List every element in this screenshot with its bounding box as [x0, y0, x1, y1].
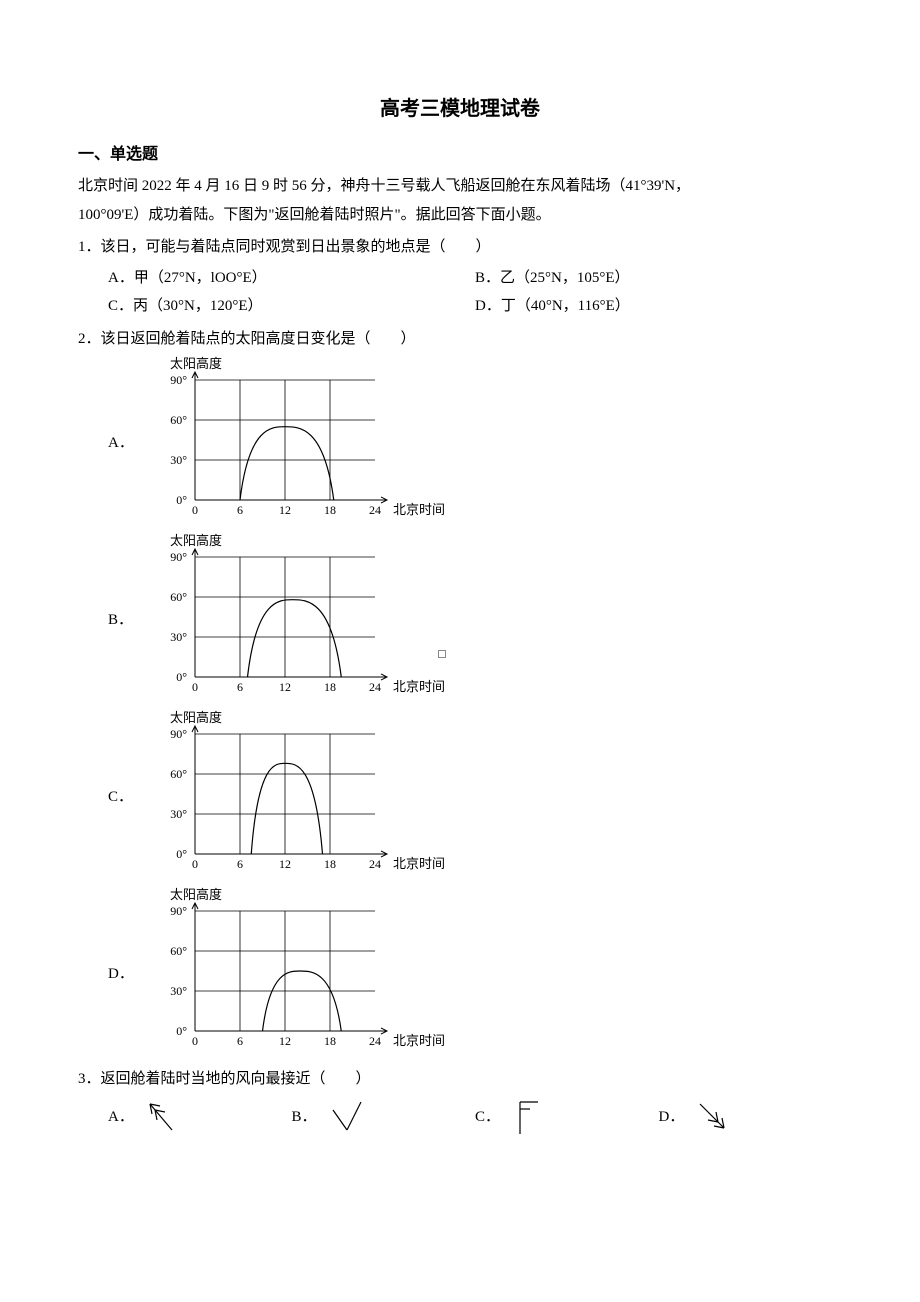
q2-chart-c: 太阳高度 0° 30° 60° 90° 0 6 12 18 24 北京时间 [140, 709, 450, 884]
q3-option-b-label: B． [292, 1103, 317, 1132]
svg-text:太阳高度: 太阳高度 [170, 356, 222, 371]
svg-text:12: 12 [279, 1034, 291, 1048]
svg-text:30°: 30° [170, 630, 187, 644]
q1-option-b: B．乙（25°N，105°E） [475, 264, 842, 293]
svg-text:北京时间: 北京时间 [393, 856, 445, 871]
svg-text:60°: 60° [170, 944, 187, 958]
section-heading: 一、单选题 [78, 140, 842, 170]
svg-text:0: 0 [192, 503, 198, 517]
svg-text:24: 24 [369, 857, 381, 871]
svg-text:12: 12 [279, 857, 291, 871]
svg-text:太阳高度: 太阳高度 [170, 887, 222, 902]
q3-option-d-label: D． [659, 1103, 685, 1132]
svg-text:0: 0 [192, 680, 198, 694]
svg-text:0°: 0° [176, 670, 187, 684]
svg-text:90°: 90° [170, 373, 187, 387]
svg-text:0°: 0° [176, 493, 187, 507]
svg-text:12: 12 [279, 503, 291, 517]
svg-text:18: 18 [324, 857, 336, 871]
svg-text:18: 18 [324, 1034, 336, 1048]
q2-option-d-label: D． [108, 960, 140, 989]
svg-text:24: 24 [369, 1034, 381, 1048]
question-3: 3．返回舱着陆时当地的风向最接近（ ） [78, 1065, 842, 1094]
q2-option-a-label: A． [108, 429, 140, 458]
q3-option-c: C． [475, 1096, 659, 1138]
svg-text:30°: 30° [170, 453, 187, 467]
q2-option-b-label: B． [108, 606, 140, 635]
q2-chart-d: 太阳高度 0° 30° 60° 90° 0 6 12 18 24 北京时间 [140, 886, 450, 1061]
svg-text:6: 6 [237, 857, 243, 871]
svg-text:18: 18 [324, 680, 336, 694]
svg-text:24: 24 [369, 503, 381, 517]
q2-chart-b: 太阳高度 0° 30° 60° 90° 0 6 12 18 24 北京时间 [140, 532, 450, 707]
q2-option-d: D． 太阳高度 0° 30° 60° 90° 0 6 12 18 24 北京时间 [78, 886, 842, 1061]
intro-line-2: 100°09'E）成功着陆。下图为"返回舱着陆时照片"。据此回答下面小题。 [78, 201, 842, 230]
question-1: 1．该日，可能与着陆点同时观赏到日出景象的地点是（ ） [78, 233, 842, 262]
wind-icon-d [692, 1096, 734, 1138]
q3-option-a: A． [108, 1096, 292, 1138]
svg-text:60°: 60° [170, 590, 187, 604]
q3-option-a-label: A． [108, 1103, 134, 1132]
decorative-square [438, 650, 446, 658]
svg-text:北京时间: 北京时间 [393, 679, 445, 694]
q3-option-d: D． [659, 1096, 843, 1138]
q1-options-row-2: C．丙（30°N，120°E） D．丁（40°N，116°E） [78, 292, 842, 321]
svg-text:北京时间: 北京时间 [393, 1033, 445, 1048]
q2-option-b: B． 太阳高度 0° 30° 60° 90° 0 6 12 18 24 北京时间 [78, 532, 842, 707]
q1-options-row-1: A．甲（27°N，lOO°E） B．乙（25°N，105°E） [78, 264, 842, 293]
svg-text:0: 0 [192, 1034, 198, 1048]
svg-text:太阳高度: 太阳高度 [170, 533, 222, 548]
svg-text:90°: 90° [170, 550, 187, 564]
svg-text:90°: 90° [170, 904, 187, 918]
intro-line-1: 北京时间 2022 年 4 月 16 日 9 时 56 分，神舟十三号载人飞船返… [78, 172, 842, 201]
wind-icon-c [508, 1096, 550, 1138]
svg-text:6: 6 [237, 1034, 243, 1048]
svg-text:0°: 0° [176, 847, 187, 861]
wind-icon-a [142, 1096, 184, 1138]
svg-text:北京时间: 北京时间 [393, 502, 445, 517]
intro-text: 北京时间 2022 年 4 月 16 日 9 时 56 分，神舟十三号载人飞船返… [78, 172, 842, 229]
svg-text:太阳高度: 太阳高度 [170, 710, 222, 725]
svg-text:60°: 60° [170, 413, 187, 427]
question-2: 2．该日返回舱着陆点的太阳高度日变化是（ ） [78, 325, 842, 354]
q3-option-c-label: C． [475, 1103, 500, 1132]
wind-icon-b [325, 1096, 367, 1138]
svg-text:90°: 90° [170, 727, 187, 741]
svg-text:0: 0 [192, 857, 198, 871]
svg-text:0°: 0° [176, 1024, 187, 1038]
q3-option-b: B． [292, 1096, 476, 1138]
q2-option-c: C． 太阳高度 0° 30° 60° 90° 0 6 12 18 24 北京时间 [78, 709, 842, 884]
q1-option-d: D．丁（40°N，116°E） [475, 292, 842, 321]
page-title: 高考三模地理试卷 [78, 90, 842, 128]
svg-text:30°: 30° [170, 807, 187, 821]
svg-text:18: 18 [324, 503, 336, 517]
q2-option-c-label: C． [108, 783, 140, 812]
svg-text:6: 6 [237, 503, 243, 517]
q2-option-a: A． 太阳高度 0° 30° 60° 90° 0 6 12 18 24 北京时间 [78, 355, 842, 530]
svg-text:12: 12 [279, 680, 291, 694]
svg-text:24: 24 [369, 680, 381, 694]
q1-option-a: A．甲（27°N，lOO°E） [108, 264, 475, 293]
q1-option-c: C．丙（30°N，120°E） [108, 292, 475, 321]
svg-text:6: 6 [237, 680, 243, 694]
q3-options: A． B． C． [78, 1096, 842, 1138]
svg-text:60°: 60° [170, 767, 187, 781]
svg-text:30°: 30° [170, 984, 187, 998]
q2-chart-a: 太阳高度 0° 30° 60° 90° 0 6 12 18 24 北京时间 [140, 355, 450, 530]
